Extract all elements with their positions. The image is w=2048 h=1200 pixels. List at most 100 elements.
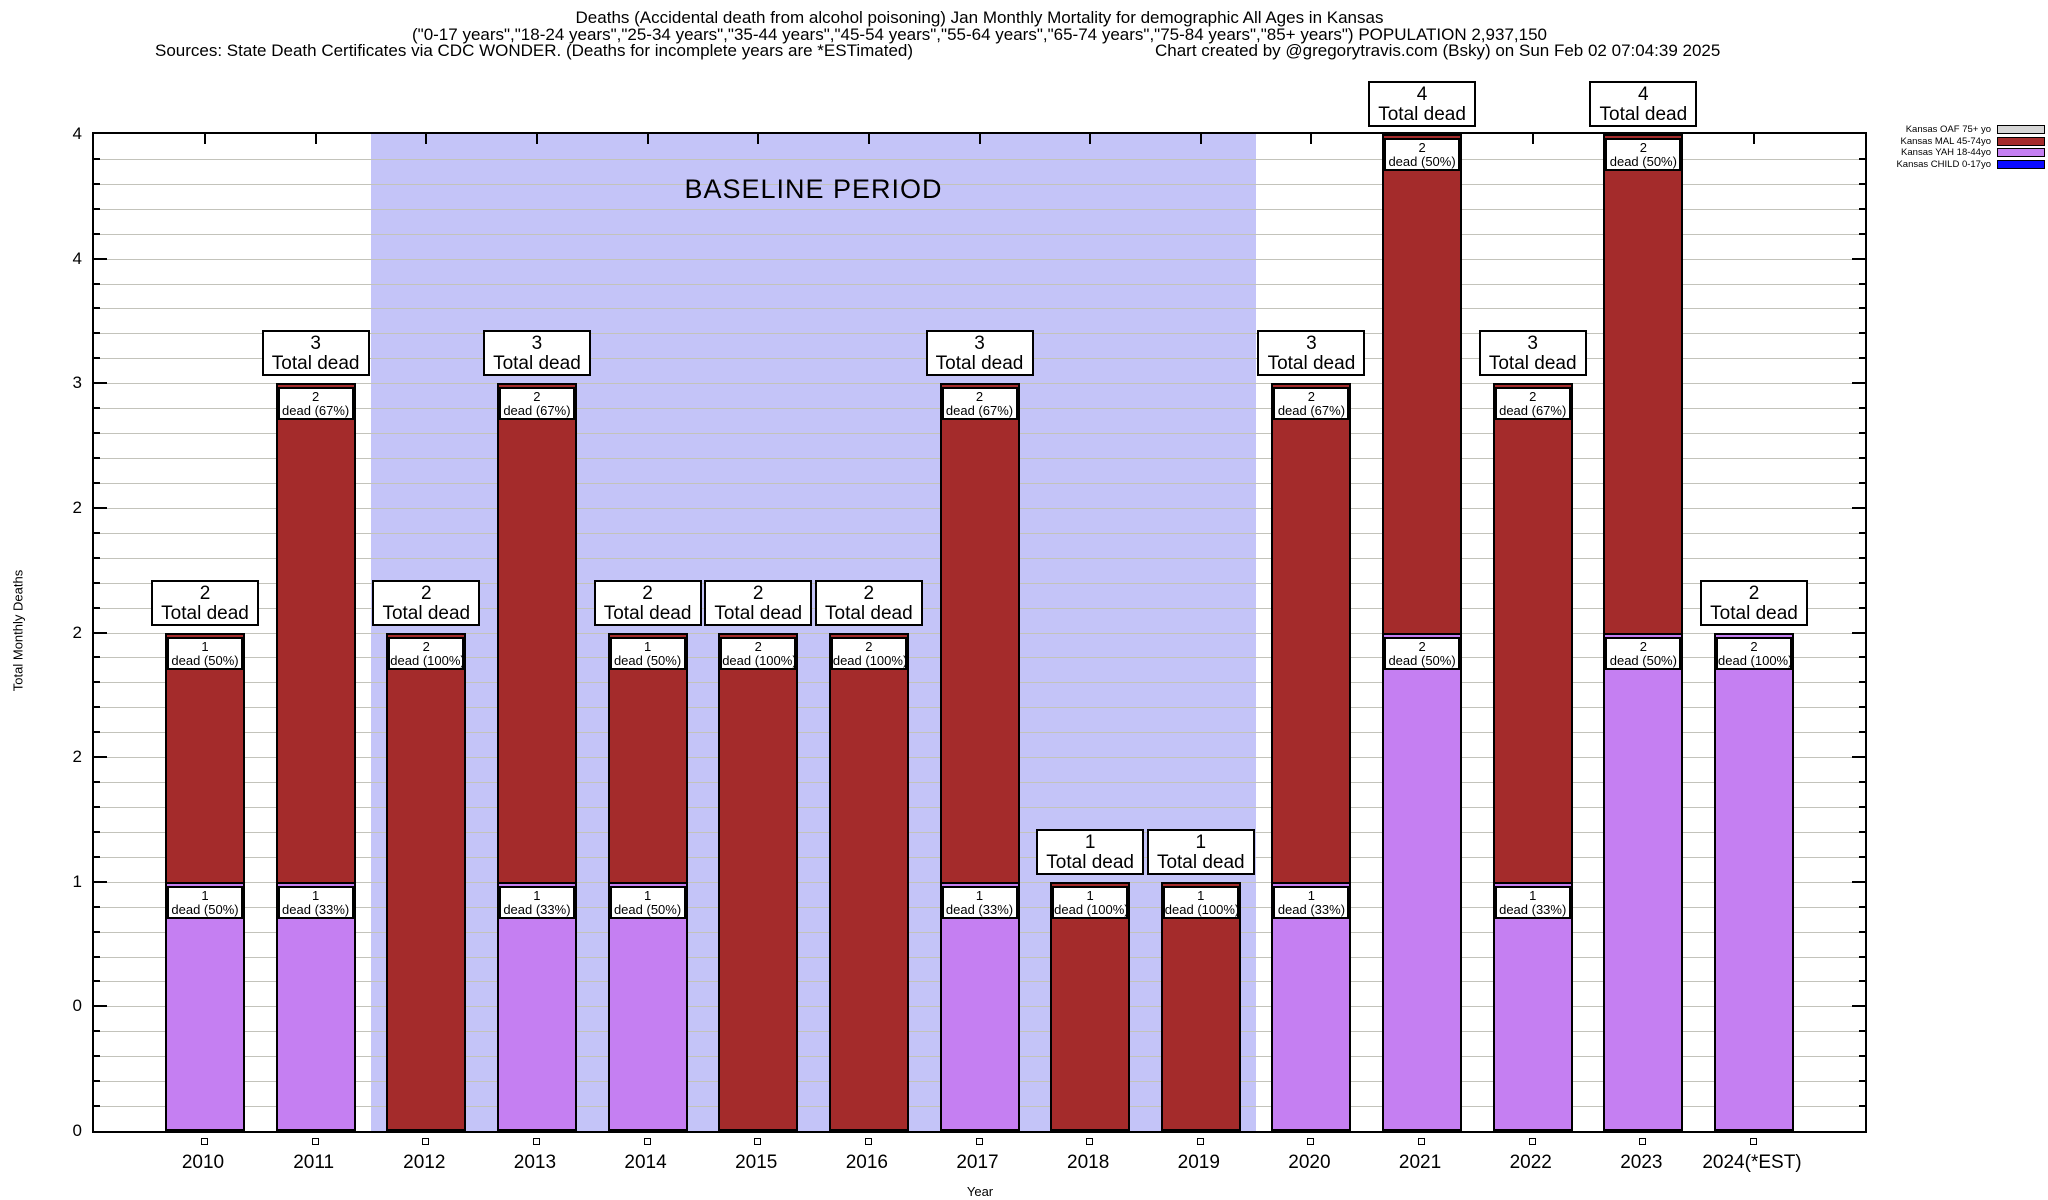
y-axis-tick <box>1859 207 1865 210</box>
x-axis-title: Year <box>966 1184 994 1199</box>
bar-segment-mal <box>607 632 688 884</box>
x-axis-top-tick <box>314 134 317 144</box>
total-dead-label: 2 Total dead <box>151 579 259 626</box>
bar-segment-yah <box>1382 632 1463 1131</box>
total-dead-count: 2 <box>863 582 875 604</box>
total-dead-count: 2 <box>752 582 764 604</box>
total-dead-count: 4 <box>1416 84 1428 105</box>
y-axis-tick <box>1859 781 1865 784</box>
segment-death-label: 2 dead (67%) <box>277 387 354 421</box>
y-axis-tick <box>94 432 100 435</box>
segment-death-count: 2 <box>1307 389 1316 405</box>
segment-death-percent: dead (50%) <box>171 901 239 917</box>
y-axis-tick <box>94 706 100 709</box>
y-tick-label: 0 <box>72 1121 82 1140</box>
y-axis-tick <box>1859 556 1865 559</box>
gridline <box>94 183 1865 185</box>
y-axis-tick <box>1859 1105 1865 1108</box>
gridline <box>94 158 1865 160</box>
y-tick-label: 2 <box>72 622 82 642</box>
bar-segment-mal <box>1382 134 1463 635</box>
y-axis-tick <box>94 232 100 235</box>
x-tick-label: 2020 <box>1288 1152 1331 1173</box>
segment-death-percent: dead (67%) <box>945 403 1014 419</box>
y-axis-tick <box>94 207 100 210</box>
segment-death-count: 1 <box>643 887 652 903</box>
bar-segment-mal <box>275 383 356 884</box>
segment-death-percent: dead (100%) <box>390 652 465 668</box>
x-axis-top-tick <box>757 134 760 144</box>
zero-deaths-marker <box>1418 1138 1426 1145</box>
segment-death-percent: dead (33%) <box>503 901 571 917</box>
y-axis-tick <box>94 1105 100 1108</box>
total-dead-text: Total dead <box>1710 602 1798 624</box>
segment-death-count: 1 <box>1086 887 1094 903</box>
y-axis-tick <box>1859 357 1865 360</box>
legend-swatch <box>1997 125 2045 135</box>
y-axis-tick <box>1859 930 1865 933</box>
y-axis-tick <box>1859 855 1865 858</box>
total-dead-text: Total dead <box>603 602 692 624</box>
y-axis-tick <box>1859 980 1865 983</box>
segment-death-percent: dead (50%) <box>613 901 682 917</box>
zero-deaths-marker <box>975 1138 983 1145</box>
x-tick-label: 2022 <box>1509 1152 1552 1173</box>
y-axis-tick <box>1852 631 1865 634</box>
segment-death-percent: dead (67%) <box>282 403 350 419</box>
x-tick-label: 2017 <box>956 1152 999 1173</box>
y-axis-tick <box>1859 407 1865 410</box>
segment-death-percent: dead (33%) <box>1277 901 1346 917</box>
y-axis-tick <box>94 656 100 659</box>
x-tick-label: 2024(*EST) <box>1702 1152 1802 1173</box>
segment-death-count: 2 <box>754 638 762 654</box>
segment-death-count: 2 <box>422 638 430 654</box>
y-axis-tick <box>94 681 100 684</box>
x-axis-top-tick <box>1531 134 1534 144</box>
x-axis-top-tick <box>978 134 981 144</box>
y-axis-tick <box>94 855 100 858</box>
y-axis-tick <box>1852 880 1865 883</box>
segment-death-percent: dead (100%) <box>1164 901 1240 917</box>
gridline <box>94 283 1865 285</box>
total-dead-text: Total dead <box>271 353 360 375</box>
total-dead-label: 4 Total dead <box>1589 81 1698 127</box>
legend-label: Kansas MAL 45-74yo <box>1900 135 1991 147</box>
y-axis-tick <box>94 781 100 784</box>
zero-deaths-marker <box>1196 1138 1204 1145</box>
y-axis-tick <box>94 282 100 285</box>
y-axis-tick <box>1859 706 1865 709</box>
legend-swatch <box>1997 136 2045 146</box>
total-dead-count: 4 <box>1638 84 1649 105</box>
y-axis-tick <box>1859 332 1865 335</box>
y-axis-tick <box>94 506 107 509</box>
y-axis-tick <box>94 357 100 360</box>
segment-death-label: 2 dead (50%) <box>1605 138 1682 171</box>
y-axis-tick <box>1859 681 1865 684</box>
y-axis-tick <box>94 407 100 410</box>
total-dead-text: Total dead <box>493 353 581 375</box>
segment-death-count: 2 <box>1418 638 1426 654</box>
chart-credit-note: Chart created by @gregorytravis.com (Bsk… <box>1155 41 1721 60</box>
legend-item: Kansas CHILD 0-17yo <box>1896 159 2045 170</box>
bar-segment-yah <box>1492 881 1573 1131</box>
y-axis-tick <box>1852 1005 1865 1008</box>
zero-deaths-marker <box>1639 1138 1647 1145</box>
x-axis-top-tick <box>1310 134 1313 144</box>
y-axis-title: Total Monthly Deaths <box>10 569 26 692</box>
y-axis-tick <box>1859 1055 1865 1058</box>
y-axis-tick <box>1859 182 1865 185</box>
y-axis-tick <box>94 731 100 734</box>
y-tick-label: 2 <box>72 747 82 767</box>
segment-death-label: 1 dead (33%) <box>941 885 1018 919</box>
segment-death-label: 2 dead (100%) <box>1716 636 1792 670</box>
segment-death-label: 2 dead (50%) <box>1605 636 1682 670</box>
segment-death-label: 2 dead (67%) <box>498 387 575 421</box>
x-axis-top-tick <box>867 134 870 144</box>
chart-title-line1: Deaths (Accidental death from alcohol po… <box>575 8 1384 27</box>
total-dead-text: Total dead <box>1599 104 1688 125</box>
bar-segment-mal <box>939 383 1020 884</box>
y-axis-tick <box>94 1005 107 1008</box>
y-axis-tick <box>1859 232 1865 235</box>
segment-death-label: 1 dead (33%) <box>498 885 575 919</box>
total-dead-text: Total dead <box>1488 353 1577 375</box>
